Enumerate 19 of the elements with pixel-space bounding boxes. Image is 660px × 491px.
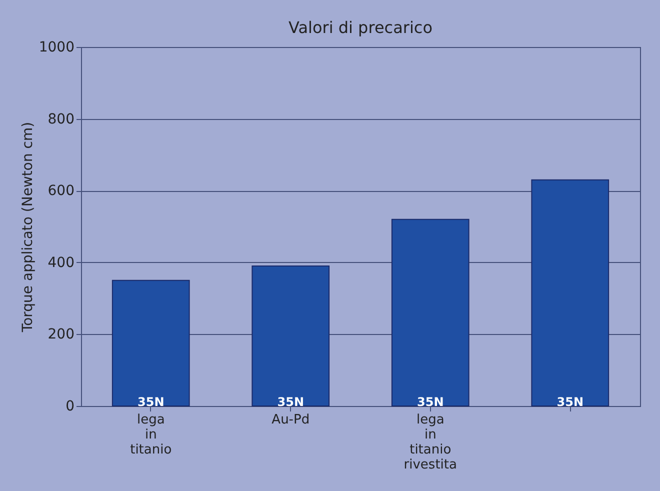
bar bbox=[391, 218, 470, 406]
bar bbox=[531, 179, 610, 406]
annotation: 35N bbox=[138, 395, 164, 409]
annotation: 35N bbox=[277, 395, 304, 409]
annotation: 35N bbox=[417, 395, 444, 409]
y-axis-title: Torque applicato (Newton cm) bbox=[20, 122, 36, 334]
y-tick-label: 800 bbox=[48, 111, 74, 128]
y-tick-label: 1000 bbox=[38, 40, 74, 56]
y-tick-label: 400 bbox=[48, 254, 74, 271]
x-tick-label: Au-Pd bbox=[272, 412, 310, 428]
annotation: 35N bbox=[556, 395, 584, 409]
x-tick-label: lega in titanio bbox=[130, 412, 172, 458]
bar bbox=[112, 280, 190, 406]
y-tick-label: 0 bbox=[66, 398, 74, 414]
x-tick-label: lega in titanio rivestita bbox=[404, 412, 457, 472]
y-tick-label: 600 bbox=[48, 183, 74, 200]
chart-title: Valori di precarico bbox=[288, 18, 432, 37]
y-tick-label: 200 bbox=[48, 326, 74, 343]
bar bbox=[252, 265, 330, 406]
